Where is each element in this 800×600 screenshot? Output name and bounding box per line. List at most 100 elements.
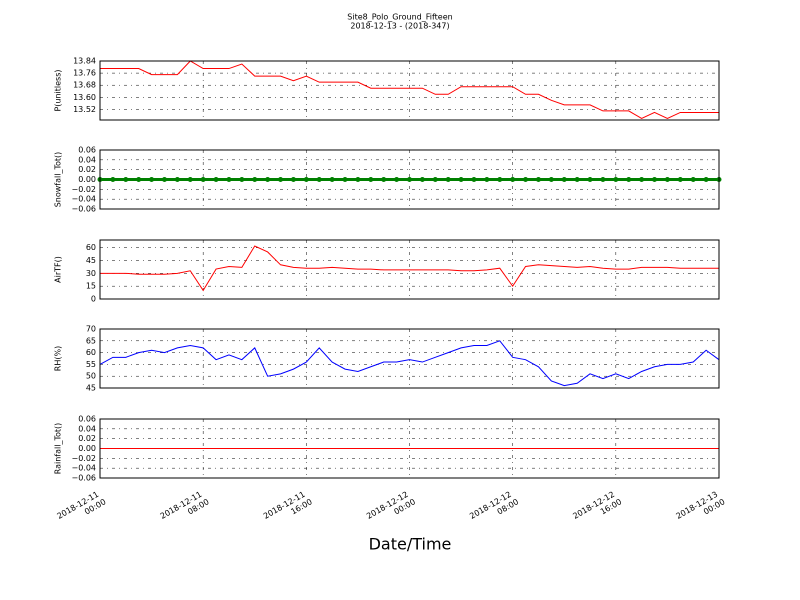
y-tick-label: −0.02 bbox=[71, 454, 96, 463]
data-point bbox=[123, 177, 129, 182]
data-point bbox=[652, 177, 658, 182]
x-tick-label: 2018-12-11 16:00 bbox=[262, 488, 314, 529]
y-tick-label: −0.06 bbox=[71, 205, 96, 214]
data-point bbox=[703, 177, 709, 182]
y-tick-label: 45 bbox=[86, 384, 96, 393]
x-tick-label: 2018-12-11 08:00 bbox=[158, 488, 210, 529]
y-tick-label: −0.04 bbox=[71, 464, 96, 473]
y-tick-label: 13.60 bbox=[73, 93, 96, 102]
y-tick-label: 55 bbox=[86, 360, 96, 369]
y-tick-label: −0.06 bbox=[71, 474, 96, 483]
data-point bbox=[690, 177, 696, 182]
y-tick-label: 45 bbox=[86, 256, 96, 265]
data-point bbox=[329, 177, 335, 182]
data-point bbox=[445, 177, 451, 182]
plot-frame bbox=[99, 239, 720, 300]
y-tick-label: 0.04 bbox=[78, 424, 96, 433]
data-point bbox=[252, 177, 258, 182]
data-point bbox=[213, 177, 219, 182]
data-point bbox=[368, 177, 374, 182]
data-point bbox=[484, 177, 490, 182]
plot-frame bbox=[99, 60, 720, 121]
data-point bbox=[187, 177, 193, 182]
data-point bbox=[497, 177, 503, 182]
y-axis-label: P(unitless) bbox=[54, 69, 63, 111]
data-point bbox=[278, 177, 284, 182]
y-tick-label: 60 bbox=[86, 348, 96, 357]
data-point bbox=[677, 177, 683, 182]
y-axis-label: RH(%) bbox=[54, 346, 63, 371]
x-tick-label: 2018-12-12 16:00 bbox=[571, 488, 623, 529]
y-tick-label: 13.52 bbox=[73, 105, 96, 114]
data-point bbox=[394, 177, 400, 182]
data-point bbox=[432, 177, 438, 182]
data-point bbox=[407, 177, 412, 182]
x-tick-label: 2018-12-12 08:00 bbox=[468, 488, 520, 529]
data-point bbox=[574, 177, 580, 182]
data-point bbox=[316, 177, 322, 182]
data-point bbox=[419, 177, 425, 182]
x-axis-label: Date/Time bbox=[369, 535, 452, 554]
data-point bbox=[265, 177, 271, 182]
data-point bbox=[510, 177, 516, 182]
y-tick-label: 30 bbox=[86, 269, 96, 278]
data-point bbox=[200, 177, 206, 182]
x-tick-label: 2018-12-11 00:00 bbox=[55, 488, 107, 529]
y-tick-label: −0.02 bbox=[71, 185, 96, 194]
data-point bbox=[587, 177, 593, 182]
data-point bbox=[174, 177, 180, 182]
y-tick-label: 0 bbox=[91, 295, 96, 304]
data-point bbox=[664, 177, 670, 182]
y-tick-label: 70 bbox=[86, 325, 96, 334]
data-line bbox=[100, 60, 719, 120]
data-point bbox=[471, 177, 477, 182]
data-point bbox=[303, 177, 309, 182]
y-tick-label: 0.00 bbox=[78, 175, 96, 184]
y-tick-label: 60 bbox=[86, 243, 96, 252]
data-point bbox=[535, 177, 541, 182]
chart-title: Site8_Polo_Ground_Fifteen bbox=[347, 13, 452, 22]
y-tick-label: 13.84 bbox=[73, 57, 96, 66]
data-line bbox=[100, 245, 719, 292]
data-point bbox=[110, 177, 116, 182]
y-tick-label: 13.68 bbox=[73, 81, 96, 90]
data-point bbox=[355, 177, 361, 182]
data-point bbox=[149, 177, 155, 182]
y-tick-label: 50 bbox=[86, 372, 96, 381]
data-point bbox=[239, 177, 245, 182]
y-tick-label: 13.76 bbox=[73, 69, 96, 78]
y-tick-label: 0.02 bbox=[78, 434, 96, 443]
y-tick-label: 0.06 bbox=[78, 415, 96, 424]
data-point bbox=[161, 177, 167, 182]
y-tick-label: −0.04 bbox=[71, 195, 96, 204]
data-point bbox=[136, 177, 142, 182]
y-tick-label: 15 bbox=[86, 282, 96, 291]
data-line bbox=[99, 340, 720, 387]
chart-subtitle: 2018-12-13 - (2018-347) bbox=[350, 22, 449, 31]
data-point bbox=[548, 177, 554, 182]
data-point bbox=[290, 177, 296, 182]
y-tick-label: 0.00 bbox=[78, 444, 96, 453]
data-point bbox=[600, 177, 606, 182]
data-point bbox=[458, 177, 464, 182]
data-point bbox=[639, 177, 645, 182]
y-tick-label: 0.06 bbox=[78, 146, 96, 155]
y-axis-label: AirTF() bbox=[54, 256, 63, 283]
plot-frame bbox=[99, 418, 720, 479]
y-tick-label: 0.02 bbox=[78, 165, 96, 174]
y-axis-label: Rainfall_Tot() bbox=[54, 423, 63, 475]
plot-frame bbox=[99, 149, 720, 210]
data-point bbox=[381, 177, 387, 182]
data-point bbox=[561, 177, 567, 182]
x-tick-label: 2018-12-13 00:00 bbox=[674, 488, 726, 529]
data-point bbox=[523, 177, 529, 182]
data-point bbox=[613, 177, 619, 182]
data-point bbox=[626, 177, 632, 182]
x-tick-label: 2018-12-12 00:00 bbox=[365, 488, 417, 529]
data-point bbox=[226, 177, 232, 182]
y-tick-label: 65 bbox=[86, 336, 96, 345]
plot-frame bbox=[99, 328, 720, 389]
data-point bbox=[342, 177, 348, 182]
y-axis-label: Snowfall_Tot() bbox=[54, 152, 63, 208]
